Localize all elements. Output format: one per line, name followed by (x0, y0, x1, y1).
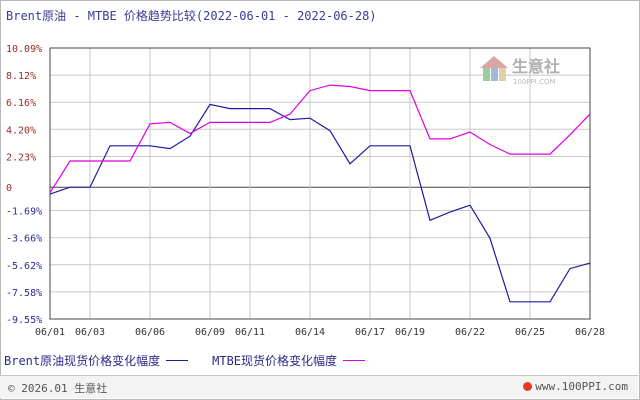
watermark-text: 生意社 (512, 57, 560, 76)
y-tick-label: -9.55% (6, 315, 42, 326)
y-tick-label: -3.66% (6, 234, 42, 245)
y-tick-label: -1.69% (6, 207, 42, 218)
y-tick-label: 4.20% (6, 125, 36, 136)
footer: © 2026.01 生意社 www.100PPI.com (0, 375, 638, 398)
y-tick-labels: 10.09% 8.12% 6.16% 4.20% 2.23% 0 -1.69% -3.66% -… (6, 44, 42, 326)
x-tick-label: 06/25 (515, 327, 545, 338)
footer-copyright: © 2026.01 生意社 (8, 382, 108, 395)
x-tick-label: 06/28 (575, 327, 605, 338)
watermark-subtext: 100PPI.COM (513, 78, 556, 86)
site-logo-icon (523, 382, 533, 391)
axis-layer (49, 47, 591, 320)
legend-swatch-brent (166, 359, 189, 361)
x-tick-label: 06/03 (75, 327, 105, 338)
x-tick-label: 06/11 (235, 327, 265, 338)
legend-label-mtbe: MTBE现货价格变化幅度 (212, 353, 338, 368)
y-tick-label: 2.23% (6, 152, 36, 163)
x-tick-label: 06/14 (295, 327, 325, 338)
legend-swatch-mtbe (343, 359, 366, 361)
y-tick-label: 0 (6, 183, 12, 194)
x-tick-label: 06/17 (355, 327, 385, 338)
y-tick-label: -7.58% (6, 288, 42, 299)
plot-border (49, 47, 591, 320)
chart-title: Brent原油 - MTBE 价格趋势比较(2022-06-01 - 2022-… (6, 9, 377, 23)
series-line-mtbe (49, 84, 591, 194)
footer-site-text: www.100PPI.com (535, 380, 628, 393)
y-tick-label: 6.16% (6, 98, 36, 109)
y-tick-label: 8.12% (6, 71, 36, 82)
legend: Brent原油现货价格变化幅度 MTBE现货价格变化幅度 (4, 351, 389, 369)
x-tick-label: 06/06 (135, 327, 165, 338)
watermark: 生意社 100PPI.COM (480, 56, 560, 86)
x-tick-labels: 06/01 06/03 06/06 06/09 06/11 06/14 06/17 06/19… (35, 327, 605, 338)
y-tick-label: 10.09% (6, 44, 42, 55)
x-tick-label: 06/22 (455, 327, 485, 338)
footer-site-link[interactable]: www.100PPI.com (523, 380, 628, 393)
grid-layer (49, 47, 591, 320)
x-tick-label: 06/09 (195, 327, 225, 338)
series-layer (49, 84, 591, 303)
series-line-brent (49, 103, 591, 303)
legend-label-brent: Brent原油现货价格变化幅度 (4, 353, 161, 368)
y-tick-label: -5.62% (6, 261, 42, 272)
x-tick-label: 06/01 (35, 327, 65, 338)
x-tick-label: 06/19 (395, 327, 425, 338)
